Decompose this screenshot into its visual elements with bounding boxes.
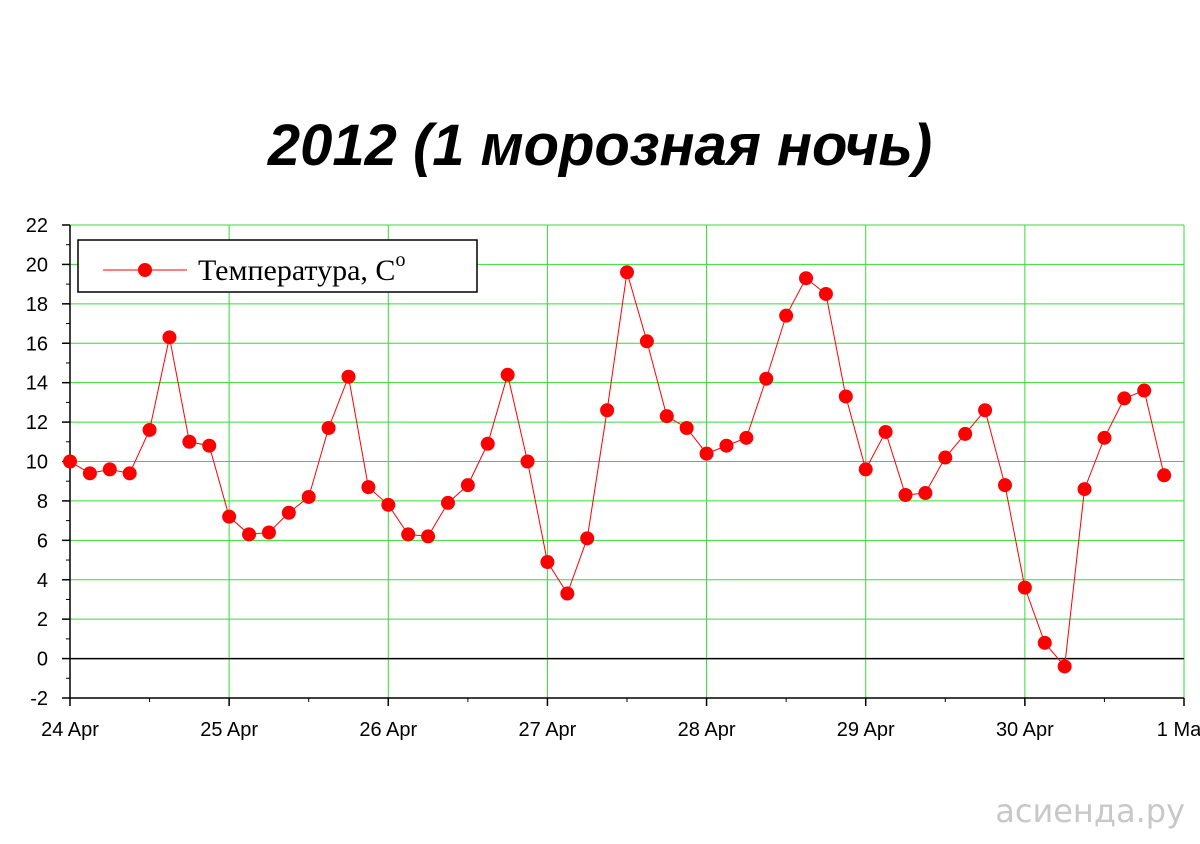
data-point: [898, 488, 913, 503]
data-point: [918, 486, 933, 501]
y-tick-label: 8: [37, 491, 48, 513]
legend-label: Температура, Co: [198, 249, 405, 287]
data-point: [1137, 383, 1152, 398]
legend: Температура, Co: [77, 239, 478, 293]
data-point: [540, 555, 555, 570]
x-tick-label: 1 May: [1157, 719, 1200, 741]
x-tick-label: 28 Apr: [678, 719, 736, 741]
data-point: [639, 334, 654, 349]
x-tick-label: 27 Apr: [519, 719, 577, 741]
y-tick-label: 10: [26, 452, 48, 474]
data-point: [82, 466, 97, 481]
y-tick-label: 12: [26, 412, 48, 434]
data-point: [500, 367, 515, 382]
series-line: [69, 272, 1165, 668]
data-point: [659, 409, 674, 424]
data-point: [799, 271, 814, 286]
data-point: [779, 308, 794, 323]
data-point: [1117, 391, 1132, 406]
data-point: [1037, 635, 1052, 650]
data-point: [997, 478, 1012, 493]
y-tick-label: -2: [30, 688, 48, 710]
data-point: [222, 509, 237, 524]
y-tick-label: 22: [26, 215, 48, 237]
data-point: [580, 531, 595, 546]
x-tick-label: 30 Apr: [996, 719, 1054, 741]
x-tick-label: 25 Apr: [200, 719, 258, 741]
data-point: [182, 434, 197, 449]
data-point: [440, 495, 455, 510]
data-point: [1157, 468, 1172, 483]
data-point: [1077, 482, 1092, 497]
data-point: [600, 403, 615, 418]
data-point: [162, 330, 177, 345]
data-point: [401, 527, 416, 542]
y-tick-label: 2: [37, 609, 48, 631]
legend-text: Температура, C: [198, 254, 395, 287]
data-point: [242, 527, 257, 542]
data-point: [102, 462, 117, 477]
legend-superscript: o: [395, 249, 405, 271]
data-point: [699, 446, 714, 461]
data-point: [480, 436, 495, 451]
legend-marker: [138, 263, 152, 277]
data-point: [122, 466, 137, 481]
data-point: [202, 438, 217, 453]
x-tick-label: 29 Apr: [837, 719, 895, 741]
y-tick-label: 4: [37, 570, 48, 592]
data-point: [1057, 659, 1072, 674]
data-point: [421, 529, 436, 544]
data-point: [878, 424, 893, 439]
data-point: [520, 454, 535, 469]
y-tick-label: 0: [37, 649, 48, 671]
y-tick-label: 18: [26, 294, 48, 316]
data-point: [958, 426, 973, 441]
x-tick-label: 24 Apr: [41, 719, 99, 741]
data-point: [361, 480, 376, 495]
x-tick-label: 26 Apr: [359, 719, 417, 741]
data-point: [460, 478, 475, 493]
data-point: [938, 450, 953, 465]
data-point: [620, 265, 634, 280]
data-point: [719, 438, 734, 453]
y-tick-label: 14: [26, 373, 48, 395]
chart-title: 2012 (1 морозная ночь): [267, 113, 932, 178]
y-tick-label: 20: [26, 254, 48, 276]
data-point: [679, 420, 694, 435]
data-point: [341, 369, 356, 384]
data-point: [560, 586, 575, 601]
data-point: [1097, 430, 1112, 445]
data-point: [321, 420, 336, 435]
data-point: [858, 462, 873, 477]
data-point: [142, 422, 157, 437]
data-point: [381, 497, 396, 512]
watermark: асиенда.ру: [995, 792, 1185, 830]
data-point: [818, 286, 833, 301]
y-tick-label: 6: [37, 530, 48, 552]
data-point: [759, 371, 774, 386]
y-tick-label: 16: [26, 333, 48, 355]
data-point: [978, 403, 993, 418]
data-point: [261, 525, 276, 540]
data-point: [63, 454, 77, 469]
data-point: [301, 489, 316, 504]
data-point: [838, 389, 853, 404]
data-point: [1017, 580, 1032, 595]
data-point: [281, 505, 296, 520]
data-point: [739, 430, 754, 445]
